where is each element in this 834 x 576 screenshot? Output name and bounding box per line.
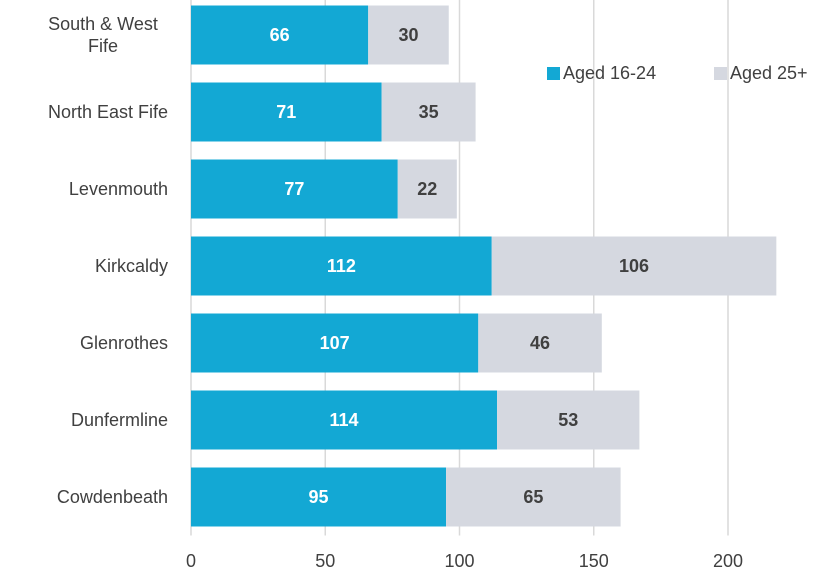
- y-tick-label: Glenrothes: [79, 333, 168, 353]
- data-label: 95: [309, 487, 329, 507]
- category-label-box: Kirkcaldy: [0, 236, 168, 296]
- data-label: 22: [417, 179, 437, 199]
- bar-segment: [191, 390, 498, 450]
- x-tick-label: 0: [186, 551, 196, 571]
- x-tick-label: 100: [444, 551, 474, 571]
- x-tick-label: 50: [315, 551, 335, 571]
- category-label-box: Levenmouth: [0, 159, 168, 219]
- bar-segment: [478, 313, 602, 373]
- bar-segment: [497, 390, 640, 450]
- legend-swatch: [547, 67, 560, 80]
- bar-segment: [368, 5, 449, 65]
- category-label-box: Dunfermline: [0, 390, 168, 450]
- data-label: 30: [398, 25, 418, 45]
- legend-swatch: [714, 67, 727, 80]
- data-label: 77: [284, 179, 304, 199]
- data-label: 106: [619, 256, 649, 276]
- y-tick-label: Kirkcaldy: [94, 256, 168, 276]
- bar-segment: [191, 159, 398, 219]
- bar-segment: [381, 82, 476, 142]
- y-tick-label: South & West Fife: [48, 14, 158, 56]
- category-label-box: North East Fife: [0, 82, 168, 142]
- data-label: 71: [276, 102, 296, 122]
- legend-label: Aged 25+: [730, 63, 808, 83]
- bar-segment: [191, 82, 382, 142]
- bar-segment: [446, 467, 621, 527]
- category-label-box: Cowdenbeath: [0, 467, 168, 527]
- bar-segment: [191, 467, 447, 527]
- data-label: 112: [327, 256, 356, 276]
- data-label: 114: [330, 410, 359, 430]
- data-label: 65: [523, 487, 543, 507]
- x-tick-label: 200: [713, 551, 743, 571]
- data-label: 107: [320, 333, 350, 353]
- bar-segment: [397, 159, 457, 219]
- y-tick-label: Levenmouth: [68, 179, 168, 199]
- data-label: 35: [419, 102, 439, 122]
- y-tick-label: Dunfermline: [70, 410, 168, 430]
- category-label-box: Glenrothes: [0, 313, 168, 373]
- data-label: 53: [558, 410, 578, 430]
- data-label: 66: [270, 25, 290, 45]
- bar-segment: [191, 5, 369, 65]
- data-label: 46: [530, 333, 550, 353]
- bar-segment: [191, 236, 492, 296]
- y-tick-label: Cowdenbeath: [56, 487, 168, 507]
- category-label-box: South & West Fife: [0, 5, 168, 65]
- x-tick-label: 150: [579, 551, 609, 571]
- bar-segment: [191, 313, 479, 373]
- legend-label: Aged 16-24: [563, 63, 656, 83]
- y-tick-label: North East Fife: [47, 102, 168, 122]
- bar-segment: [491, 236, 777, 296]
